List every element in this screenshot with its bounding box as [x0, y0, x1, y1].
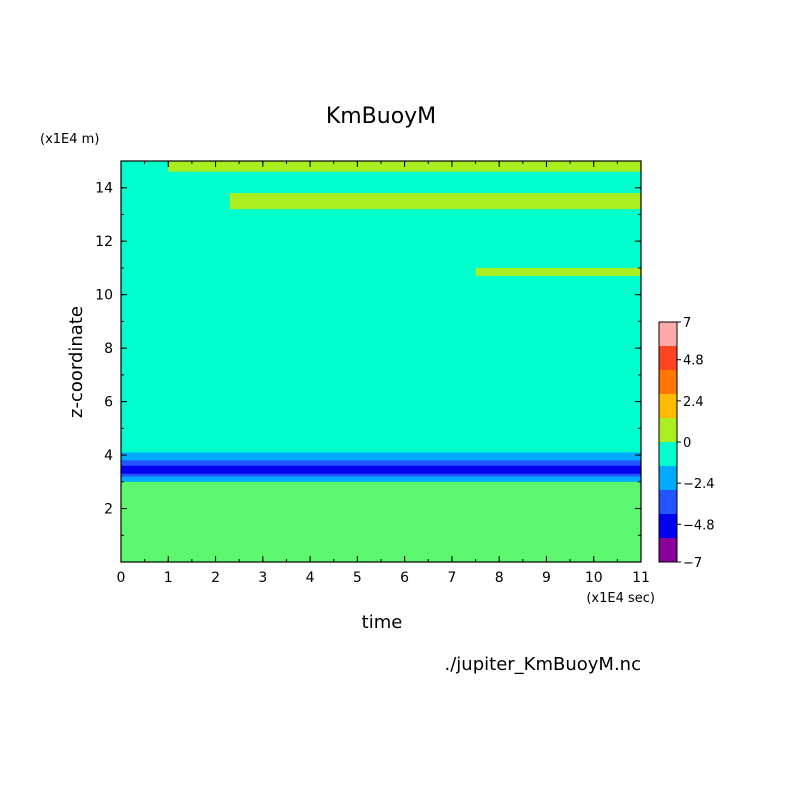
x-tick-label: 9: [542, 570, 551, 586]
x-tick-label: 4: [306, 570, 315, 586]
colorbar-level-1: [659, 346, 677, 370]
data-region-6: [121, 465, 641, 474]
colorbar-level-7: [659, 490, 677, 514]
colorbar-level-0: [659, 322, 677, 346]
y-tick-label: 4: [104, 448, 113, 464]
x-tick-label: 5: [353, 570, 362, 586]
x-unit-label: (x1E4 sec): [586, 591, 655, 606]
colorbar-tick-label: −4.8: [683, 518, 715, 533]
chart-title: KmBuoyM: [326, 104, 436, 129]
colorbar-level-5: [659, 442, 677, 466]
y-tick-label: 8: [104, 341, 113, 357]
y-axis-label: z-coordinate: [66, 306, 87, 418]
y-tick-label: 6: [104, 395, 113, 411]
colorbar-tick-label: −2.4: [683, 477, 715, 492]
colorbar-tick-label: −7: [683, 556, 702, 571]
colorbar-tick-label: 0: [683, 436, 691, 451]
data-region-3: [121, 481, 641, 562]
x-tick-label: 0: [117, 570, 126, 586]
source-file-label: ./jupiter_KmBuoyM.nc: [445, 654, 641, 675]
x-tick-label: 6: [400, 570, 409, 586]
data-region-1: [475, 267, 641, 276]
colorbar-level-4: [659, 418, 677, 442]
x-tick-label: 10: [585, 570, 603, 586]
x-tick-label: 11: [632, 570, 650, 586]
colorbar-tick-label: 7: [683, 316, 691, 331]
x-tick-label: 3: [258, 570, 267, 586]
y-axis: 2 4 6 8 10 12 14: [95, 160, 641, 563]
x-tick-label: 2: [211, 570, 220, 586]
y-tick-label: 12: [95, 234, 113, 250]
x-tick-label: 7: [447, 570, 456, 586]
colorbar-level-3: [659, 394, 677, 418]
colorbar: 7 4.8 2.4 0 −2.4 −4.8 −7: [658, 316, 715, 571]
y-unit-label: (x1E4 m): [40, 132, 99, 147]
y-tick-label: 2: [104, 502, 113, 518]
colorbar-level-2: [659, 370, 677, 394]
colorbar-level-9: [659, 538, 677, 562]
data-region-0: [229, 193, 641, 210]
x-tick-label: 8: [495, 570, 504, 586]
y-tick-label: 10: [95, 288, 113, 304]
colorbar-tick-label: 2.4: [683, 395, 704, 410]
y-tick-label: 14: [95, 181, 113, 197]
x-axis-label: time: [362, 612, 403, 633]
colorbar-tick-label: 4.8: [683, 354, 704, 369]
x-axis: 0 1 2 3 4 5 6 7 8 9 10 11: [117, 161, 650, 586]
colorbar-level-6: [659, 466, 677, 490]
x-tick-label: 1: [164, 570, 173, 586]
colorbar-level-8: [659, 514, 677, 538]
plot-area: [121, 161, 641, 562]
